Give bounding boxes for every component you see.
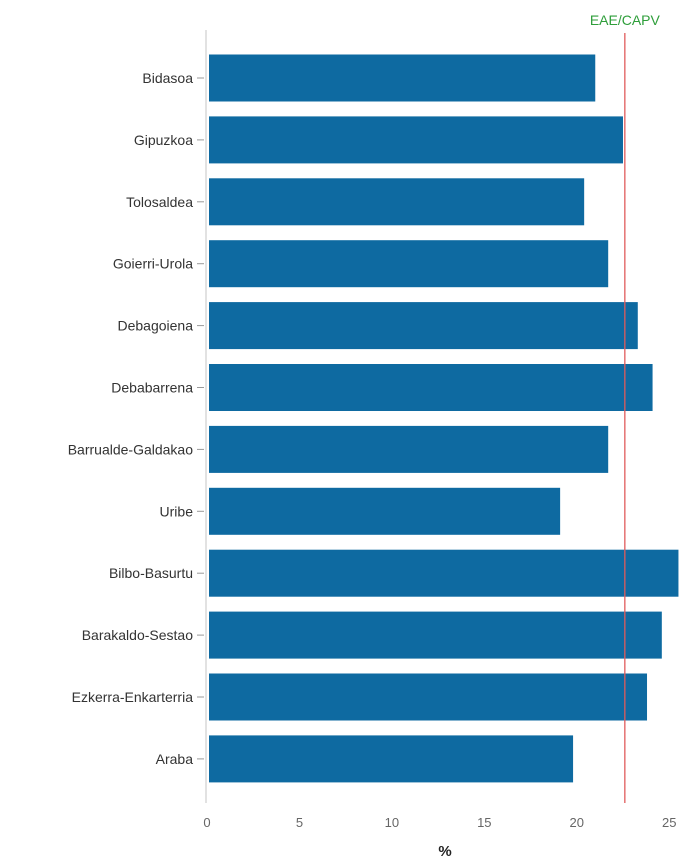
category-label-araba: Araba (156, 751, 194, 767)
category-label-ezkerra-enkarterria: Ezkerra-Enkarterria (72, 689, 194, 705)
x-tick-label: 10 (385, 815, 399, 830)
bar-bilbo-basurtu (209, 549, 679, 597)
bars-group (209, 54, 679, 783)
bar-araba (209, 735, 574, 783)
category-label-bidasoa: Bidasoa (142, 70, 193, 86)
category-label-goierri-urola: Goierri-Urola (113, 256, 193, 272)
x-tick-labels: 0 5 10 15 20 25 (203, 815, 676, 830)
bar-debagoiena (209, 302, 638, 350)
category-label-tolosaldea: Tolosaldea (126, 194, 193, 210)
category-label-debabarrena: Debabarrena (111, 380, 193, 396)
bar-ezkerra-enkarterria (209, 673, 648, 721)
bar-bidasoa (209, 54, 596, 102)
x-axis-title: % (438, 843, 451, 860)
x-tick-label: 15 (477, 815, 491, 830)
category-label-uribe: Uribe (160, 503, 194, 519)
bar-uribe (209, 487, 561, 535)
category-label-barakaldo-sestao: Barakaldo-Sestao (82, 627, 194, 643)
reference-line-label: EAE/CAPV (590, 12, 661, 28)
bar-tolosaldea (209, 178, 585, 226)
category-label-barrualde-galdakao: Barrualde-Galdakao (68, 441, 194, 457)
bar-barakaldo-sestao (209, 611, 662, 659)
bar-goierri-urola (209, 240, 609, 288)
x-tick-label: 5 (296, 815, 303, 830)
bar-gipuzkoa (209, 116, 623, 164)
category-labels: Bidasoa Gipuzkoa Tolosaldea Goierri-Urola De… (68, 70, 204, 767)
category-label-gipuzkoa: Gipuzkoa (134, 132, 193, 148)
bar-barrualde-galdakao (209, 425, 609, 473)
category-label-bilbo-basurtu: Bilbo-Basurtu (109, 565, 193, 581)
category-label-debagoiena: Debagoiena (117, 318, 193, 334)
x-tick-label: 0 (203, 815, 210, 830)
bar-debabarrena (209, 364, 653, 411)
x-tick-label: 25 (662, 815, 676, 830)
x-tick-label: 20 (570, 815, 584, 830)
